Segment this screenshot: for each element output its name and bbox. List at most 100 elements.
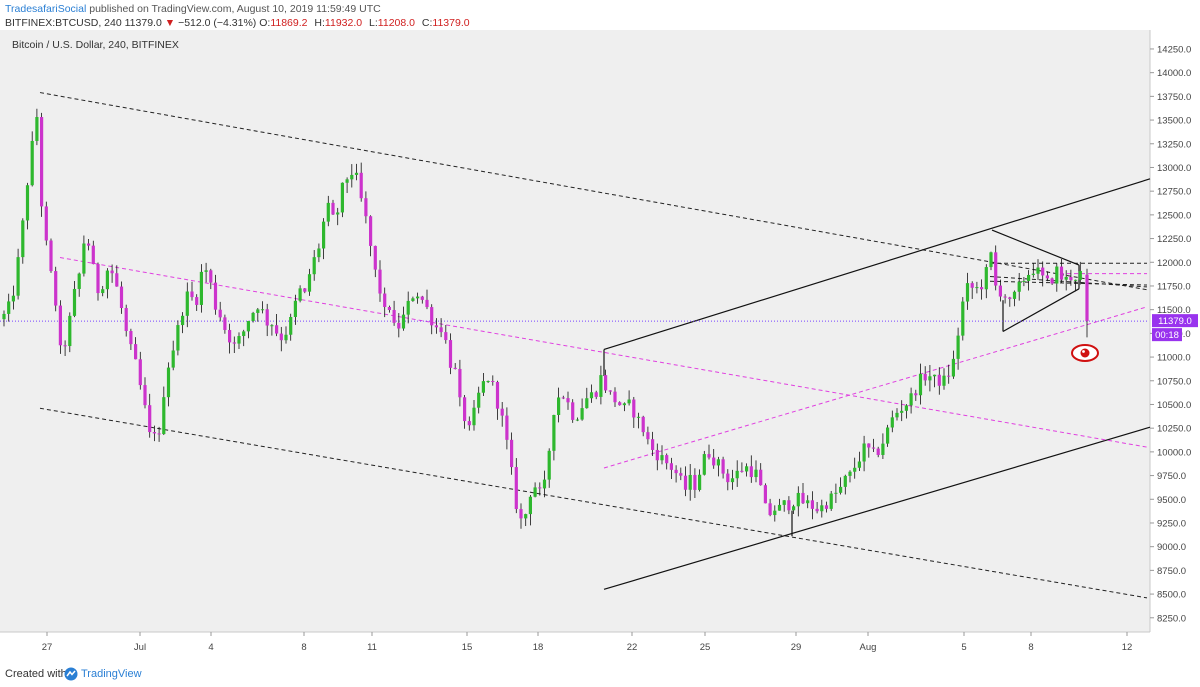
candle-body bbox=[843, 475, 847, 487]
candle-body bbox=[430, 307, 434, 326]
candle-body bbox=[918, 373, 923, 396]
candle-body bbox=[223, 317, 227, 330]
candle-body bbox=[514, 467, 518, 510]
candle-body bbox=[44, 206, 48, 241]
candle-body bbox=[491, 381, 495, 383]
candle-body bbox=[392, 310, 396, 323]
candle-body bbox=[683, 475, 688, 490]
low-label: L: bbox=[369, 17, 378, 29]
channel-line bbox=[603, 178, 1151, 351]
candle-body bbox=[646, 432, 650, 440]
candle-body bbox=[998, 285, 1002, 297]
candle-body bbox=[425, 299, 429, 308]
candle-body bbox=[458, 368, 462, 398]
candle-body bbox=[782, 500, 786, 505]
y-tick-label: 9000.0 bbox=[1157, 542, 1186, 553]
candle-body bbox=[448, 340, 453, 368]
x-tick-label: 18 bbox=[533, 642, 544, 653]
candle-body bbox=[604, 375, 608, 391]
candle-body bbox=[716, 459, 720, 466]
candle-body bbox=[947, 375, 951, 377]
candle-body bbox=[853, 467, 857, 472]
candle-body bbox=[665, 455, 669, 464]
chart-area[interactable]: 14250.0 14000.0 13750.0 13500.0 13250.0 13000… bbox=[0, 30, 1200, 662]
candle-body bbox=[693, 474, 697, 490]
candle-body bbox=[72, 288, 77, 316]
candle-body bbox=[383, 293, 387, 307]
candle-body bbox=[7, 301, 11, 314]
candle-body bbox=[754, 469, 758, 478]
y-tick-label: 10250.0 bbox=[1157, 424, 1191, 435]
candle-body bbox=[839, 486, 843, 493]
candle-body bbox=[632, 399, 636, 418]
y-tick-label: 13500.0 bbox=[1157, 116, 1191, 127]
candle-body bbox=[209, 270, 213, 283]
candle-body bbox=[326, 202, 330, 222]
candle-body bbox=[40, 117, 44, 207]
tradingview-brand[interactable]: TradingView bbox=[81, 668, 142, 680]
y-tick-label: 10500.0 bbox=[1157, 400, 1191, 411]
candle-body bbox=[11, 295, 15, 302]
candle-body bbox=[857, 461, 861, 468]
symbol-label: BITFINEX:BTCUSD, 240 bbox=[5, 17, 122, 29]
alert-eye-icon[interactable] bbox=[1071, 344, 1099, 362]
candle-body bbox=[1031, 273, 1035, 275]
price-chart[interactable]: 14250.0 14000.0 13750.0 13500.0 13250.0 13000… bbox=[0, 30, 1200, 662]
candle-body bbox=[824, 505, 829, 509]
x-tick-label: Aug bbox=[860, 642, 877, 653]
candle-body bbox=[1045, 275, 1049, 279]
candle-body bbox=[21, 220, 25, 258]
price-tag: 11379.0 00:18 bbox=[1152, 314, 1198, 342]
candle-body bbox=[524, 514, 528, 519]
candle-body bbox=[477, 392, 481, 408]
candle-body bbox=[1008, 297, 1012, 299]
y-tick-label: 11500.0 bbox=[1157, 305, 1191, 316]
candle-body bbox=[265, 309, 269, 326]
candle-body bbox=[1036, 267, 1040, 274]
publish-text: published on TradingView.com, August 10,… bbox=[89, 3, 381, 15]
candle-body bbox=[589, 392, 594, 399]
candle-body bbox=[500, 408, 504, 416]
candle-body bbox=[397, 322, 401, 329]
close-label: C: bbox=[421, 17, 433, 29]
candle-body bbox=[345, 179, 349, 183]
candle-body bbox=[171, 350, 175, 368]
candle-body bbox=[134, 344, 138, 360]
candle-body bbox=[608, 390, 612, 392]
candle-body bbox=[237, 336, 241, 344]
candle-body bbox=[1041, 267, 1045, 276]
candle-body bbox=[542, 479, 547, 489]
open-value: 11869.2 bbox=[270, 17, 308, 29]
candles bbox=[2, 108, 1089, 529]
candle-body bbox=[763, 485, 767, 504]
candle-body bbox=[495, 381, 500, 409]
candle-body bbox=[792, 506, 796, 511]
y-tick-label: 13000.0 bbox=[1157, 163, 1191, 174]
author-link[interactable]: TradesafariSocial bbox=[5, 3, 87, 15]
candle-body bbox=[984, 267, 988, 290]
candle-body bbox=[293, 300, 297, 318]
x-tick-label: 15 bbox=[462, 642, 473, 653]
chart-title: Bitcoin / U.S. Dollar, 240, BITFINEX bbox=[12, 39, 179, 51]
candle-body bbox=[420, 296, 424, 300]
candle-body bbox=[862, 443, 866, 462]
x-tick-label: 4 bbox=[208, 642, 213, 653]
candle-body bbox=[87, 243, 91, 246]
candle-body bbox=[472, 407, 476, 426]
candle-body bbox=[519, 509, 523, 519]
candle-body bbox=[937, 374, 941, 386]
candle-body bbox=[439, 327, 443, 333]
candle-body bbox=[726, 473, 730, 483]
x-axis-labels: 27 Jul 4 8 11 15 18 22 25 29 Aug 5 8 12 bbox=[42, 632, 1132, 653]
candle-body bbox=[481, 381, 485, 393]
candle-body bbox=[580, 408, 584, 420]
candle-body bbox=[82, 243, 86, 274]
candle-body bbox=[848, 471, 852, 476]
last-price-label: 11379.0 bbox=[1158, 316, 1192, 327]
candle-body bbox=[25, 185, 30, 221]
candle-body bbox=[359, 172, 363, 199]
last-price-tag bbox=[1152, 314, 1198, 328]
y-tick-label: 13250.0 bbox=[1157, 139, 1191, 150]
candle-body bbox=[340, 182, 344, 213]
candle-body bbox=[49, 240, 53, 272]
